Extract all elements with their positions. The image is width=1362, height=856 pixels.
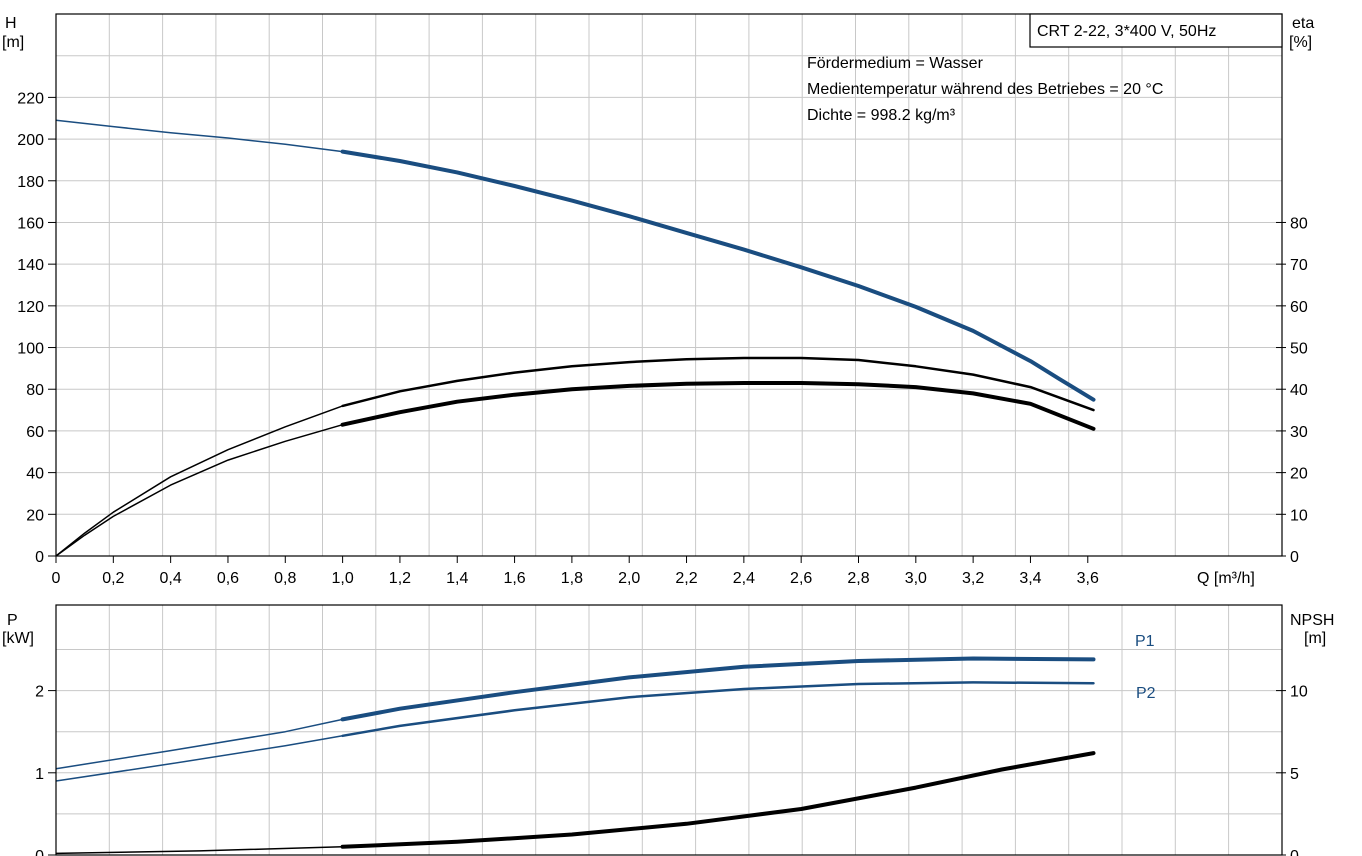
x-tick-label: 2,4 [733,570,755,587]
density-label: Dichte = 998.2 kg/m³ [807,107,956,124]
top-chart-grid [56,14,1282,556]
curve-npsh-thin [55,846,343,855]
x-tick-label: 0,6 [217,570,239,587]
left-axis-unit-kW: [kW] [2,630,34,647]
top-chart-frame [55,13,1283,557]
p-tick-label: 2 [35,684,44,701]
x-tick-label: 3,6 [1077,570,1099,587]
x-tick-label: 1,0 [331,570,353,587]
x-tick-label: 3,0 [905,570,927,587]
x-tick-label: 2,2 [675,570,697,587]
x-tick-label: 3,4 [1019,570,1041,587]
top-chart-tick-labels: 0 0,2 0,4 0,6 0,8 1,0 1,2 1,4 1,6 1,8 2,0 2,2 2,4 2,6… [17,90,1308,587]
x-tick-label: 3,2 [962,570,984,587]
x-axis-label: Q [m³/h] [1197,570,1255,587]
right-axis-label-eta: eta [1292,15,1314,32]
bottom-chart-curves [55,656,1096,855]
curve-head-thick [340,149,1096,402]
curve-P2-thin [55,735,343,782]
x-tick-label: 0,8 [274,570,296,587]
left-axis-label-H: H [5,15,17,32]
y2-tick-label: 50 [1290,341,1308,358]
y-tick-label: 140 [17,257,44,274]
y-tick-label: 20 [26,507,44,524]
left-axis-unit-m: [m] [2,34,24,51]
y-tick-label: 220 [17,90,44,107]
y-tick-label: 180 [17,174,44,191]
y-tick-label: 60 [26,424,44,441]
model-label: CRT 2-22, 3*400 V, 50Hz [1037,23,1216,40]
curve-P2-thick [341,681,1095,738]
y2-tick-label: 80 [1290,215,1308,232]
y-tick-label: 200 [17,132,44,149]
x-tick-label: 0,4 [160,570,182,587]
y2-tick-label: 60 [1290,299,1308,316]
p-tick-label: 0 [35,848,44,856]
curve-P1-thin [55,718,343,770]
model-box [1029,13,1283,48]
series-label-P2: P2 [1136,685,1156,702]
left-axis-label-P: P [7,612,18,629]
curve-P1-thick [340,656,1096,722]
bottom-chart-tick-labels: 0 1 2 0 5 10 [35,684,1308,856]
y2-tick-label: 70 [1290,257,1308,274]
series-label-P1: P1 [1135,633,1155,650]
top-chart-curves [55,119,1096,557]
x-tick-label: 1,2 [389,570,411,587]
right-axis-unit-m: [m] [1304,630,1326,647]
right-axis-unit-percent: [%] [1289,34,1312,51]
x-tick-label: 2,8 [847,570,869,587]
x-tick-label: 0,2 [102,570,124,587]
curve-eta-lower-thin [55,423,343,557]
bottom-chart-frame [55,604,1283,856]
y-tick-label: 120 [17,299,44,316]
temperature-label: Medientemperatur während des Betriebes =… [807,81,1163,98]
x-tick-label: 1,8 [561,570,583,587]
npsh-tick-label: 0 [1290,848,1299,856]
npsh-tick-label: 5 [1290,766,1299,783]
p-tick-label: 1 [35,766,44,783]
x-tick-label: 1,6 [503,570,525,587]
x-tick-label: 0 [52,570,61,587]
y2-tick-label: 0 [1290,549,1299,566]
curve-eta-upper-thin [55,405,343,557]
y2-tick-label: 30 [1290,424,1308,441]
curve-npsh-thick [340,751,1096,849]
y-tick-label: 160 [17,215,44,232]
y2-tick-label: 40 [1290,382,1308,399]
y-tick-label: 80 [26,382,44,399]
x-tick-label: 2,6 [790,570,812,587]
right-axis-label-NPSH: NPSH [1290,612,1334,629]
y2-tick-label: 10 [1290,507,1308,524]
npsh-tick-label: 10 [1290,684,1308,701]
y2-tick-label: 20 [1290,466,1308,483]
bottom-chart-grid [56,605,1282,855]
curve-head-thin [55,119,343,153]
x-tick-label: 2,0 [618,570,640,587]
curve-eta-upper-thick [341,356,1095,412]
y-tick-label: 40 [26,466,44,483]
curve-eta-lower-thick [340,381,1096,431]
y-tick-label: 0 [35,549,44,566]
medium-label: Fördermedium = Wasser [807,55,984,72]
y-tick-label: 100 [17,341,44,358]
x-tick-label: 1,4 [446,570,468,587]
